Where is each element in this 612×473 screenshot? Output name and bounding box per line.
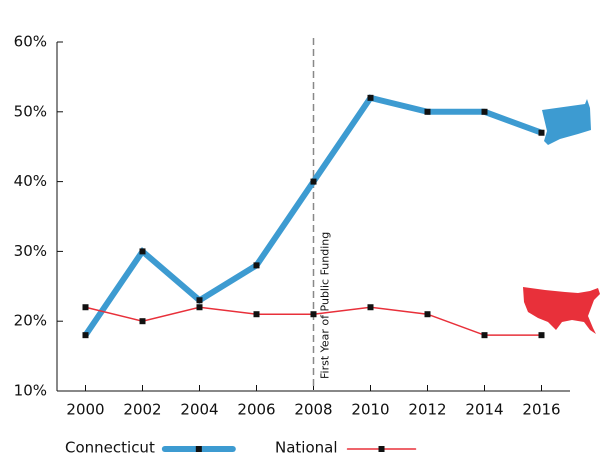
point-marker [367,304,374,311]
legend-marker [378,446,385,452]
point-marker [139,248,146,255]
legend-label: Connecticut [65,439,155,457]
x-tick-label: 2008 [294,401,332,419]
point-marker [310,311,317,318]
usa-map-icon [523,287,600,334]
point-marker [481,108,488,115]
point-marker [196,304,203,311]
point-marker [253,311,260,318]
x-tick-label: 2014 [465,401,503,419]
point-marker [424,108,431,115]
x-tick-label: 2002 [123,401,161,419]
x-tick-label: 2000 [66,401,104,419]
point-marker [367,94,374,101]
connecticut-map-icon [542,99,591,145]
point-marker [196,297,203,304]
legend-label: National [275,439,338,457]
point-marker [310,178,317,185]
point-marker [82,304,89,311]
point-marker [481,332,488,339]
point-marker [538,332,545,339]
legend-marker [195,446,202,452]
x-tick-label: 2004 [180,401,218,419]
point-marker [424,311,431,318]
y-tick-label: 60% [14,33,47,51]
x-tick-label: 2010 [351,401,389,419]
y-tick-label: 50% [14,102,47,120]
x-tick-label: 2012 [408,401,446,419]
point-marker [139,318,146,325]
y-tick-label: 30% [14,242,47,260]
x-tick-label: 2016 [522,401,560,419]
point-marker [82,332,89,339]
annotation-text: First Year of Public Funding [319,232,332,379]
point-marker [253,262,260,269]
x-tick-label: 2006 [237,401,275,419]
y-tick-label: 40% [14,172,47,190]
point-marker [538,129,545,136]
y-tick-label: 20% [14,312,47,330]
y-tick-label: 10% [14,382,47,400]
